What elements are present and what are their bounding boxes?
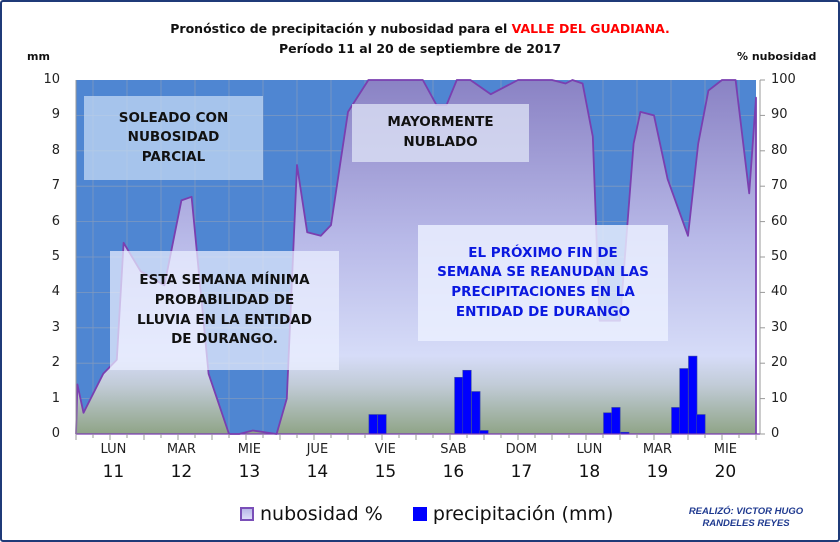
precip-bar xyxy=(611,407,621,435)
precip-bar xyxy=(454,377,464,435)
title-prefix: Pronóstico de precipitación y nubosidad … xyxy=(170,21,512,36)
precip-bar xyxy=(462,369,472,435)
precip-bar xyxy=(377,414,387,435)
y-left-tick: 5 xyxy=(51,249,60,264)
note-weekend-rain: EL PRÓXIMO FIN DE SEMANA SE REANUDAN LAS… xyxy=(418,225,668,341)
x-date-label: 12 xyxy=(170,462,193,482)
y-left-tick: 10 xyxy=(43,72,60,87)
precip-bars xyxy=(368,355,706,435)
y-right-tick: 0 xyxy=(771,426,780,441)
x-date-label: 20 xyxy=(714,462,737,482)
chart-legend: nubosidad % precipitación (mm) xyxy=(240,503,643,525)
y-right-tick: 80 xyxy=(771,142,788,158)
precip-bar xyxy=(671,407,681,435)
precip-bar xyxy=(688,355,698,435)
x-day-label: MAR xyxy=(166,442,196,457)
y-right-tick: 40 xyxy=(771,284,788,300)
legend-item-cloud: nubosidad % xyxy=(240,503,383,525)
x-day-label: LUN xyxy=(576,442,603,457)
y-axis-right-label: % nubosidad xyxy=(737,50,817,63)
precip-bar xyxy=(368,414,378,435)
y-left-tick: 4 xyxy=(51,284,60,300)
note-low-rain-week: ESTA SEMANA MÍNIMA PROBABILIDAD DE LLUVI… xyxy=(110,251,339,370)
y-right-tick: 60 xyxy=(771,213,788,229)
x-day-label: DOM xyxy=(505,442,538,457)
y-left-tick: 3 xyxy=(51,319,60,335)
y-left-tick: 2 xyxy=(51,355,60,371)
note-partly-sunny: SOLEADO CON NUBOSIDAD PARCIAL xyxy=(84,96,263,180)
x-day-label: SAB xyxy=(440,442,467,457)
chart-subtitle: Período 11 al 20 de septiembre de 2017 xyxy=(278,41,562,56)
y-right-tick: 20 xyxy=(771,355,788,371)
x-date-label: 17 xyxy=(510,462,533,482)
precip-bar xyxy=(603,412,613,435)
y-right-tick: 50 xyxy=(771,249,788,264)
y-left-tick: 0 xyxy=(51,426,60,441)
x-date-label: 14 xyxy=(306,462,329,482)
y-left-tick: 8 xyxy=(51,142,60,158)
x-day-label: MIE xyxy=(237,442,262,457)
y-axis-left-label: mm xyxy=(27,50,50,63)
author-credit: REALIZÓ: VICTOR HUGO RANDELES REYES xyxy=(688,506,804,530)
precip-bar xyxy=(696,414,706,435)
note-mostly-cloudy: MAYORMENTE NUBLADO xyxy=(352,104,529,162)
y-right-tick: 90 xyxy=(771,107,788,123)
x-day-label: JUE xyxy=(306,442,329,457)
y-left-tick: 6 xyxy=(51,213,60,229)
y-right-tick: 10 xyxy=(771,390,788,406)
x-date-label: 11 xyxy=(102,462,125,482)
x-date-label: 19 xyxy=(646,462,669,482)
title-highlight: VALLE DEL GUADIANA. xyxy=(511,21,670,36)
y-left-tick: 9 xyxy=(51,107,60,123)
x-date-label: 18 xyxy=(578,462,601,482)
x-date-label: 15 xyxy=(374,462,397,482)
cloud-area xyxy=(76,80,756,434)
legend-swatch-cloud-icon xyxy=(240,507,254,521)
y-left-tick: 7 xyxy=(51,178,60,194)
y-right-tick: 100 xyxy=(771,72,796,87)
legend-swatch-precip-icon xyxy=(412,507,427,521)
x-day-label: MAR xyxy=(642,442,672,457)
legend-item-precip: precipitación (mm) xyxy=(412,503,613,525)
precip-bar xyxy=(471,391,481,435)
y-right-tick: 70 xyxy=(771,178,788,194)
x-day-label: VIE xyxy=(374,442,396,457)
chart-title: Pronóstico de precipitación y nubosidad … xyxy=(0,21,840,36)
precip-bar xyxy=(679,368,689,435)
x-day-label: LUN xyxy=(100,442,127,457)
x-day-label: MIE xyxy=(713,442,738,457)
y-right-tick: 30 xyxy=(771,319,788,335)
x-date-label: 16 xyxy=(442,462,465,482)
x-date-label: 13 xyxy=(238,462,261,482)
y-left-tick: 1 xyxy=(51,390,60,406)
